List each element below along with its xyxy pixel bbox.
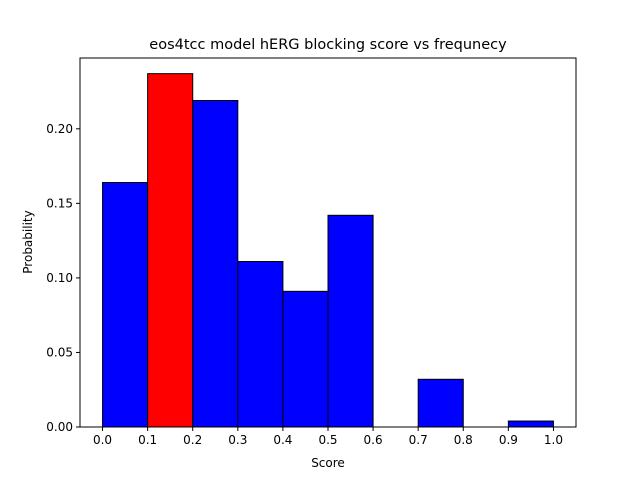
x-tick-label-2: 0.2 — [183, 433, 202, 447]
y-tick-label-2: 0.10 — [46, 271, 73, 285]
x-tick-label-0: 0.0 — [93, 433, 112, 447]
y-tick-label-1: 0.05 — [46, 345, 73, 359]
histogram-bar-7 — [417, 378, 464, 428]
histogram-bar-2 — [192, 99, 239, 428]
histogram-bar-1 — [147, 73, 194, 428]
y-tick-label-0: 0.00 — [46, 420, 73, 434]
histogram-bar-5 — [327, 214, 374, 428]
x-axis-ticks: 0.0 0.1 0.2 0.3 0.4 0.5 0.6 0.7 0.8 0.9 1.0 — [93, 427, 563, 447]
y-tick-label-3: 0.15 — [46, 196, 73, 210]
x-tick-label-5: 0.5 — [318, 433, 337, 447]
x-tick-label-1: 0.1 — [138, 433, 157, 447]
x-tick-label-3: 0.3 — [228, 433, 247, 447]
y-axis-ticks: 0.00 0.05 0.10 0.15 0.20 — [46, 122, 80, 434]
x-tick-label-7: 0.7 — [409, 433, 428, 447]
histogram-bar-4 — [282, 290, 329, 428]
y-tick-label-4: 0.20 — [46, 122, 73, 136]
y-axis-label: Probability — [21, 210, 35, 273]
histogram-bar-0 — [102, 181, 149, 428]
x-tick-label-6: 0.6 — [364, 433, 383, 447]
chart-title: eos4tcc model hERG blocking score vs fre… — [149, 37, 507, 53]
x-tick-label-8: 0.8 — [454, 433, 473, 447]
x-tick-label-9: 0.9 — [499, 433, 518, 447]
plot-frame — [79, 57, 577, 428]
bars-group — [102, 73, 554, 428]
histogram-bar-9 — [507, 420, 554, 428]
x-axis-label: Score — [311, 456, 345, 470]
x-tick-label-10: 1.0 — [544, 433, 563, 447]
x-tick-label-4: 0.4 — [273, 433, 292, 447]
histogram-bar-3 — [237, 261, 284, 428]
